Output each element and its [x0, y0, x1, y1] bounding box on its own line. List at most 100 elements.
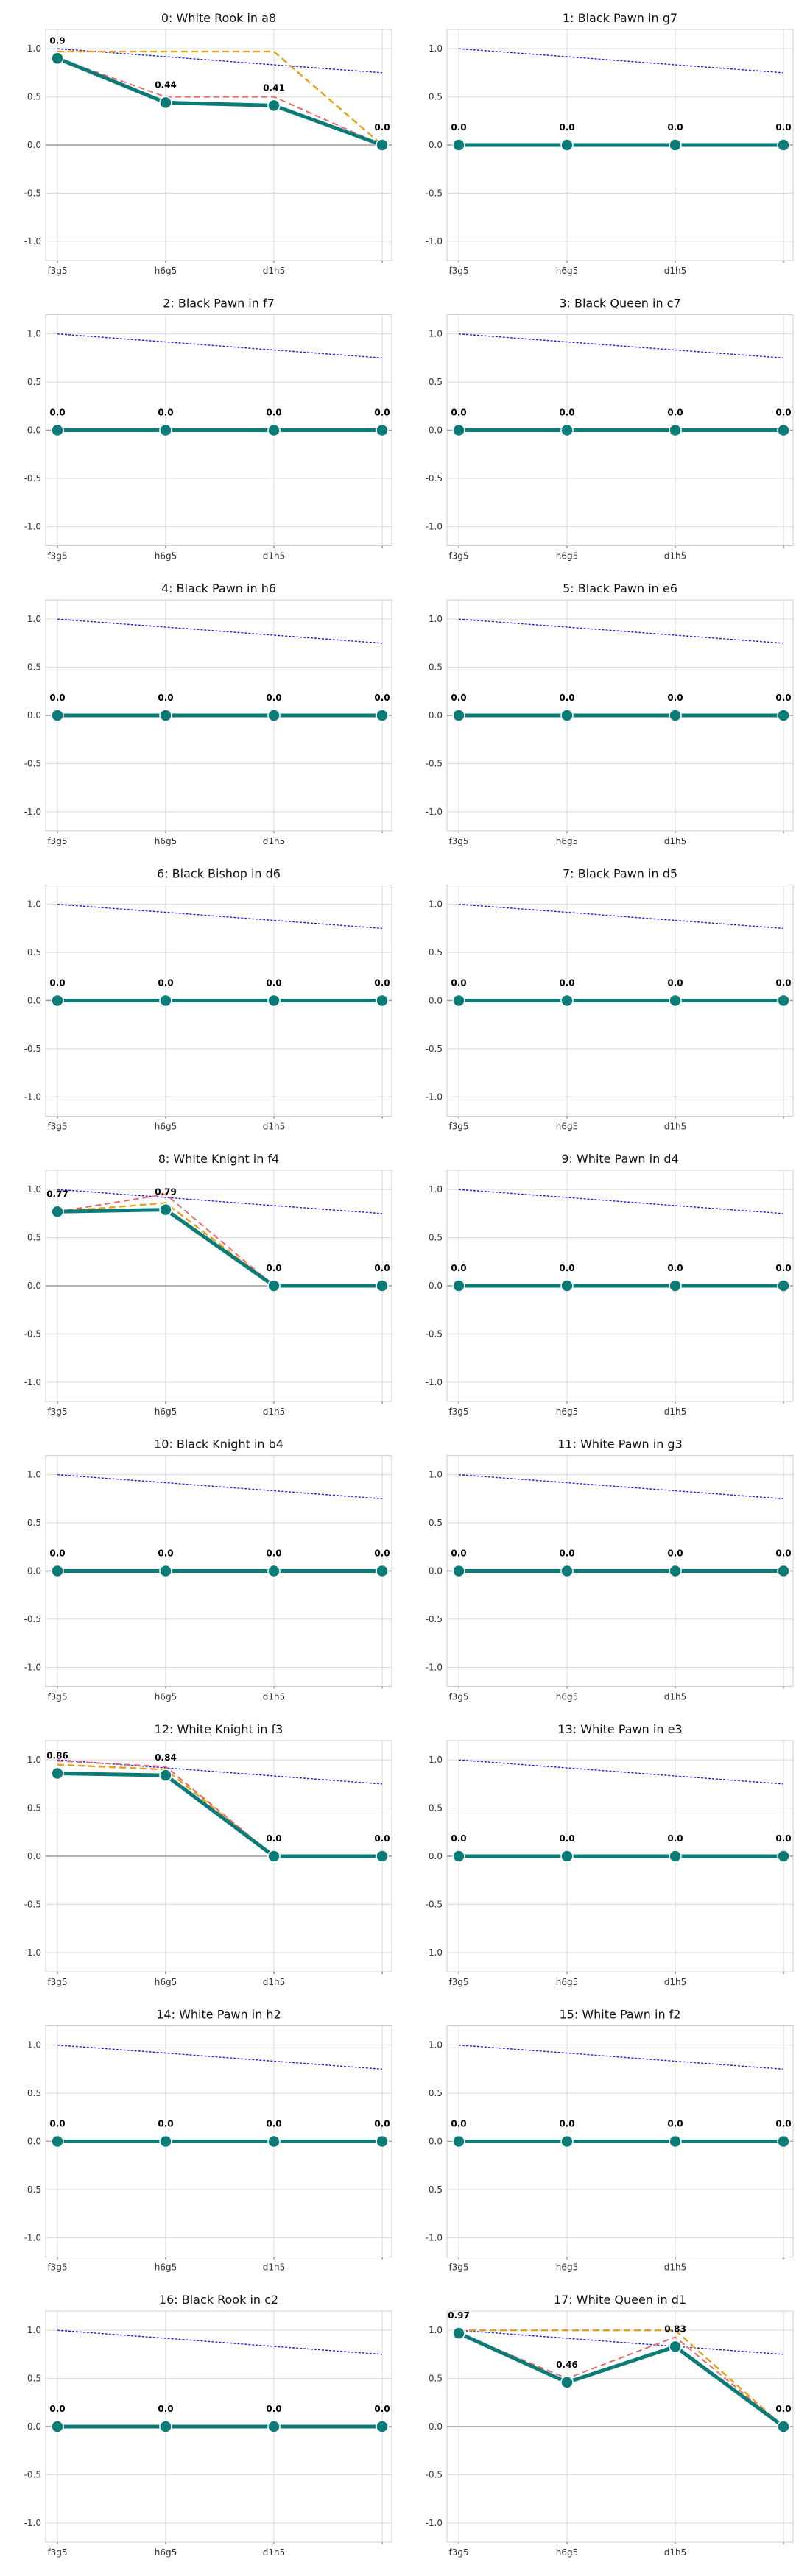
data-label: 0.0: [451, 1549, 466, 1559]
data-label: 0.0: [374, 122, 390, 132]
panel-title: 11: White Pawn in g3: [557, 1437, 683, 1451]
data-label: 0.0: [158, 2404, 173, 2414]
data-point: [452, 1564, 465, 1578]
x-tick-label: h6g5: [155, 1122, 177, 1132]
data-label: 0.0: [266, 408, 281, 418]
y-tick-label: -1.0: [24, 1377, 41, 1387]
y-tick-label: 0.5: [429, 2088, 443, 2098]
y-tick-label: 1.0: [27, 1184, 41, 1195]
y-tick-label: 0.0: [429, 1851, 443, 1861]
data-point: [159, 994, 172, 1008]
data-point: [669, 2134, 682, 2148]
y-tick-label: 1.0: [429, 2325, 443, 2335]
y-tick-label: 0.0: [27, 710, 41, 721]
data-label: 0.0: [49, 1549, 65, 1559]
y-tick-label: -1.0: [426, 1947, 443, 1958]
y-tick-label: 0.5: [27, 377, 41, 387]
panel-2: 2: Black Pawn in f7 -1.0 -0.5 0.0 0.5 1.0 f3g5…: [24, 297, 392, 562]
reference-line: [458, 1473, 784, 1500]
data-label: 0.0: [158, 2119, 173, 2129]
data-label: 0.0: [775, 693, 791, 703]
x-tick-label: d1h5: [263, 551, 286, 562]
x-tick-label: f3g5: [448, 836, 468, 846]
panel-title: 2: Black Pawn in f7: [163, 297, 275, 311]
data-label: 0.0: [559, 693, 574, 703]
x-tick-label: h6g5: [155, 1406, 177, 1417]
data-point: [267, 2134, 281, 2148]
panel-title: 5: Black Pawn in e6: [563, 581, 677, 595]
reference-line: [57, 903, 383, 930]
y-tick-label: 0.5: [429, 1803, 443, 1814]
reference-line: [458, 2329, 784, 2355]
y-tick-label: 1.0: [429, 1755, 443, 1765]
x-tick-label: h6g5: [155, 2547, 177, 2558]
x-tick-label: h6g5: [556, 551, 579, 562]
data-point: [51, 709, 64, 722]
data-point: [267, 709, 281, 722]
panel-title: 10: Black Knight in b4: [154, 1437, 284, 1451]
y-tick-label: 1.0: [27, 899, 41, 910]
data-label: 0.0: [451, 122, 466, 132]
x-tick-label: f3g5: [47, 1406, 67, 1417]
panel-15: 15: White Pawn in f2 -1.0 -0.5 0.0 0.5 1.0 f3g…: [426, 2008, 794, 2273]
x-tick-label: f3g5: [47, 1977, 67, 1987]
data-label: 0.0: [158, 978, 173, 988]
data-point: [560, 423, 574, 437]
x-tick-label: d1h5: [664, 1977, 687, 1987]
y-tick-label: 0.5: [27, 92, 41, 102]
x-tick-label: f3g5: [47, 836, 67, 846]
data-label: 0.0: [667, 1263, 683, 1273]
y-tick-label: -1.0: [426, 2518, 443, 2528]
panel-4: 4: Black Pawn in h6 -1.0 -0.5 0.0 0.5 1.0 f3g5…: [24, 581, 392, 846]
orange-dashed-series: [57, 1763, 382, 1858]
y-tick-label: -1.0: [426, 1091, 443, 1102]
x-tick-label: d1h5: [664, 1692, 687, 1702]
x-tick-label: d1h5: [263, 1406, 286, 1417]
x-tick-label: f3g5: [47, 2262, 67, 2273]
y-tick-label: 1.0: [429, 899, 443, 910]
data-label: 0.0: [49, 408, 65, 418]
y-tick-label: 0.0: [27, 1281, 41, 1291]
y-tick-label: -0.5: [426, 473, 443, 484]
data-label: 0.0: [374, 1549, 390, 1559]
panel-title: 17: White Queen in d1: [554, 2293, 686, 2307]
data-point: [452, 1279, 465, 1292]
data-point: [267, 423, 281, 437]
y-tick-label: 0.0: [429, 710, 443, 721]
panel-12: 12: White Knight in f3 -1.0 -0.5 0.0 0.5 1.0 f…: [24, 1722, 392, 1987]
x-tick-label: f3g5: [47, 2547, 67, 2558]
x-tick-label: f3g5: [448, 1692, 468, 1702]
data-point: [51, 2134, 64, 2148]
panel-title: 9: White Pawn in d4: [561, 1152, 678, 1166]
red-dashed-series: [57, 57, 383, 146]
data-label: 0.0: [667, 408, 683, 418]
x-tick-label: f3g5: [448, 1406, 468, 1417]
data-label: 0.0: [667, 1549, 683, 1559]
data-label: 0.0: [266, 1263, 281, 1273]
panel-title: 12: White Knight in f3: [155, 1722, 284, 1736]
y-tick-label: 1.0: [27, 2040, 41, 2050]
y-tick-label: -0.5: [24, 1614, 41, 1624]
reference-line: [57, 1473, 383, 1500]
panel-17: 17: White Queen in d1 -1.0 -0.5 0.0 0.5 1.0 f3…: [426, 2293, 794, 2558]
x-tick-label: f3g5: [47, 551, 67, 562]
data-label: 0.0: [158, 408, 173, 418]
y-tick-label: 1.0: [429, 43, 443, 54]
data-point: [669, 1279, 682, 1292]
data-point: [159, 2420, 172, 2433]
panel-13: 13: White Pawn in e3 -1.0 -0.5 0.0 0.5 1.0 f3g…: [426, 1722, 794, 1987]
y-tick-label: 0.0: [429, 140, 443, 150]
reference-line: [57, 2044, 383, 2070]
data-point: [669, 138, 682, 152]
data-label: 0.0: [559, 1549, 574, 1559]
y-tick-label: -0.5: [24, 758, 41, 768]
data-label: 0.0: [775, 122, 791, 132]
data-point: [452, 2134, 465, 2148]
y-tick-label: -0.5: [426, 2469, 443, 2480]
data-point: [159, 423, 172, 437]
reference-line: [57, 1189, 383, 1214]
y-tick-label: 0.5: [27, 1518, 41, 1528]
y-tick-label: 0.5: [27, 1233, 41, 1243]
y-tick-label: 0.0: [429, 425, 443, 436]
data-point: [669, 709, 682, 722]
